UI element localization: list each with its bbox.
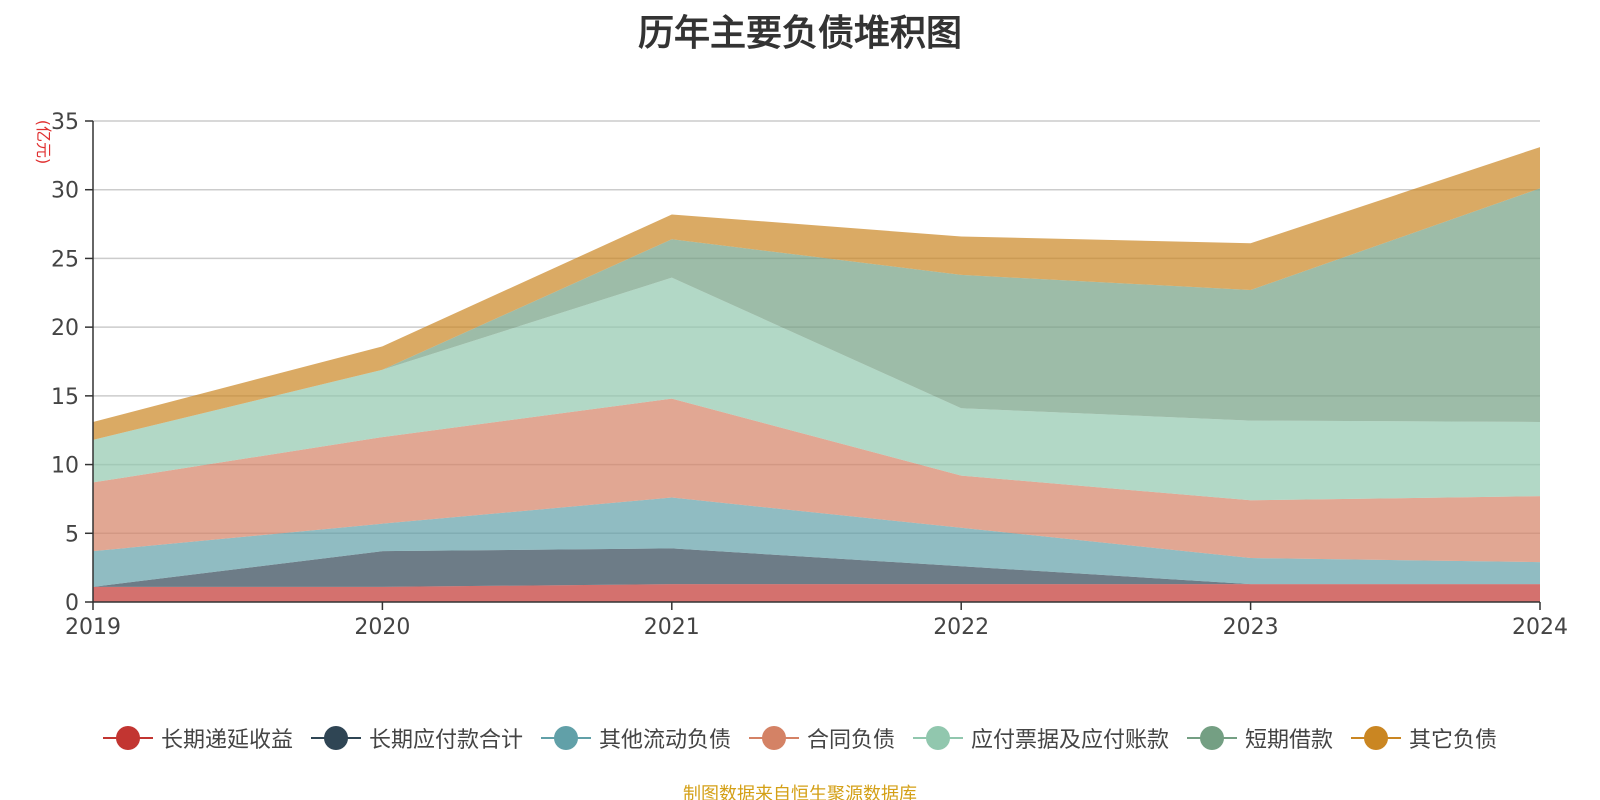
y-tick-label: 20: [51, 316, 79, 341]
legend-label: 短期借款: [1245, 728, 1334, 753]
area-series-2[interactable]: [93, 497, 1540, 587]
y-tick-label: 5: [65, 522, 79, 547]
legend-item-0[interactable]: 长期递延收益: [102, 722, 293, 754]
x-tick-label: 2024: [1512, 615, 1568, 640]
legend-marker-icon: [1187, 725, 1238, 751]
legend-marker-icon: [310, 725, 361, 751]
area-series-1[interactable]: [93, 548, 1540, 587]
x-tick-label: 2023: [1223, 615, 1279, 640]
legend-item-6[interactable]: 其它负债: [1351, 722, 1497, 754]
y-tick-label: 15: [51, 385, 79, 410]
y-tick-label: 25: [51, 247, 79, 272]
legend-item-1[interactable]: 长期应付款合计: [310, 722, 523, 754]
legend-marker-icon: [913, 725, 963, 751]
legend-label: 长期递延收益: [160, 728, 293, 753]
legend-label: 长期应付款合计: [368, 728, 523, 753]
area-series-5[interactable]: [93, 188, 1540, 440]
legend-marker-icon: [1351, 725, 1402, 751]
x-tick-label: 2021: [644, 615, 700, 640]
legend: 长期递延收益 长期应付款合计 其他流动负债 合同负债 应付票据及应付账款 短期借款 其它负债: [0, 722, 1600, 754]
x-tick-label: 2020: [354, 615, 410, 640]
legend-label: 合同负债: [806, 728, 895, 753]
source-note: 制图数据来自恒生聚源数据库: [683, 784, 917, 800]
legend-marker-icon: [102, 725, 153, 751]
area-series-3[interactable]: [93, 398, 1540, 563]
legend-marker-icon: [540, 725, 591, 751]
area-layer: [93, 147, 1540, 602]
legend-label: 其它负债: [1409, 728, 1498, 753]
legend-item-2[interactable]: 其他流动负债: [540, 722, 731, 754]
legend-item-5[interactable]: 短期借款: [1187, 722, 1333, 754]
y-tick-label: 0: [65, 591, 79, 616]
y-tick-label: 10: [51, 454, 79, 479]
legend-label: 应付票据及应付账款: [971, 728, 1170, 753]
x-tick-label: 2019: [65, 615, 121, 640]
chart-title: 历年主要负债堆积图: [637, 13, 962, 54]
legend-marker-icon: [748, 725, 799, 751]
y-tick-label: 35: [51, 110, 79, 135]
area-series-4[interactable]: [93, 277, 1540, 501]
y-tick-label: 30: [51, 179, 79, 204]
legend-item-3[interactable]: 合同负债: [748, 722, 895, 754]
legend-label: 其他流动负债: [598, 728, 731, 753]
area-series-0[interactable]: [93, 584, 1540, 602]
legend-item-4[interactable]: 应付票据及应付账款: [913, 722, 1169, 754]
axis-layer: 0 5 10 15 20 25 30 35 2019 2020 2021 2022 2023 2024: [51, 110, 1568, 640]
x-tick-label: 2022: [933, 615, 989, 640]
y-axis-unit-label: (亿元): [34, 120, 53, 165]
